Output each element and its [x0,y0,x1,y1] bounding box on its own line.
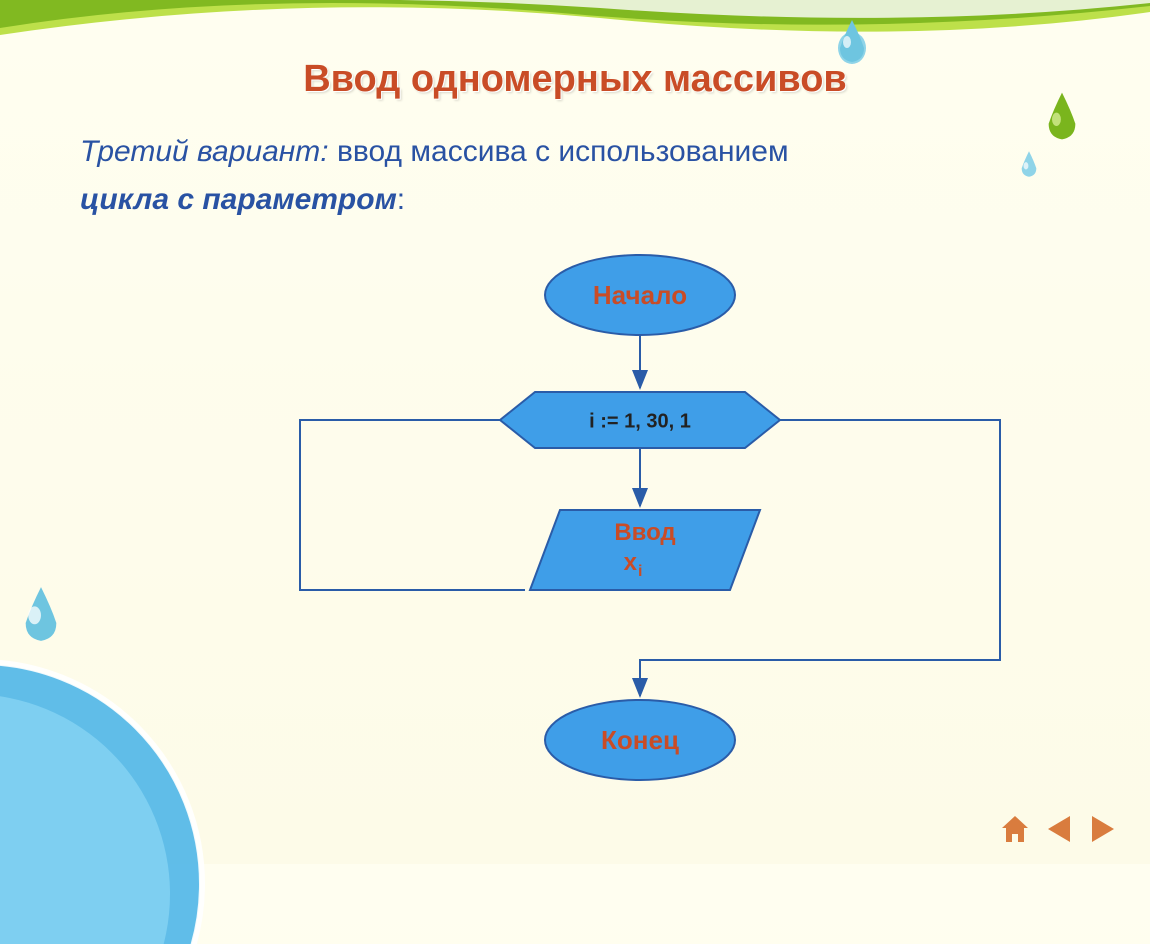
top-wave-decoration [0,0,1150,50]
node-start-label: Начало [593,280,687,310]
page-title: Ввод одномерных массивов [0,58,1150,101]
subtitle-bold: цикла с параметром [80,183,397,216]
nav-button-group [998,812,1120,846]
triangle-right-icon[interactable] [1086,812,1120,846]
node-loop-label: i := 1, 30, 1 [589,410,691,432]
subtitle-variant: Третий вариант: [80,135,329,168]
subtitle-plain: ввод массива с использованием [329,135,789,168]
edge-input-to-loop-back [300,420,525,590]
node-input-label-line1: Ввод [614,519,675,546]
subtitle: Третий вариант: ввод массива с использов… [80,128,1070,224]
node-end-label: Конец [601,725,679,755]
triangle-left-icon[interactable] [1042,812,1076,846]
home-icon[interactable] [998,812,1032,846]
subtitle-colon: : [397,183,405,216]
flowchart-diagram: Начало i := 1, 30, 1 Ввод xi Конец [0,240,1150,800]
